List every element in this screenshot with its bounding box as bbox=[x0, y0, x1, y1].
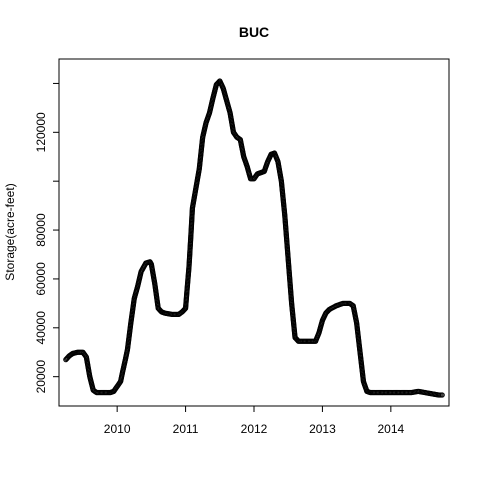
x-axis: 2010 2011 2012 2013 2014 bbox=[104, 405, 405, 436]
y-tick-label: 20000 bbox=[34, 360, 48, 394]
chart-title: BUC bbox=[239, 24, 269, 40]
y-tick-label: 120000 bbox=[34, 112, 48, 152]
x-tick-label: 2012 bbox=[241, 422, 268, 436]
y-tick-label: 40000 bbox=[34, 311, 48, 345]
y-axis: 20000 40000 60000 80000 120000 bbox=[34, 82, 60, 394]
x-tick-label: 2011 bbox=[173, 422, 199, 436]
data-point bbox=[439, 392, 445, 398]
data-points bbox=[63, 78, 445, 398]
x-tick-label: 2014 bbox=[377, 422, 404, 436]
y-axis-label: Storage(acre-feet) bbox=[3, 183, 17, 280]
x-tick-label: 2013 bbox=[309, 422, 336, 436]
x-tick-label: 2010 bbox=[104, 422, 131, 436]
y-tick-label: 80000 bbox=[34, 213, 48, 247]
y-tick-label: 60000 bbox=[34, 262, 48, 296]
